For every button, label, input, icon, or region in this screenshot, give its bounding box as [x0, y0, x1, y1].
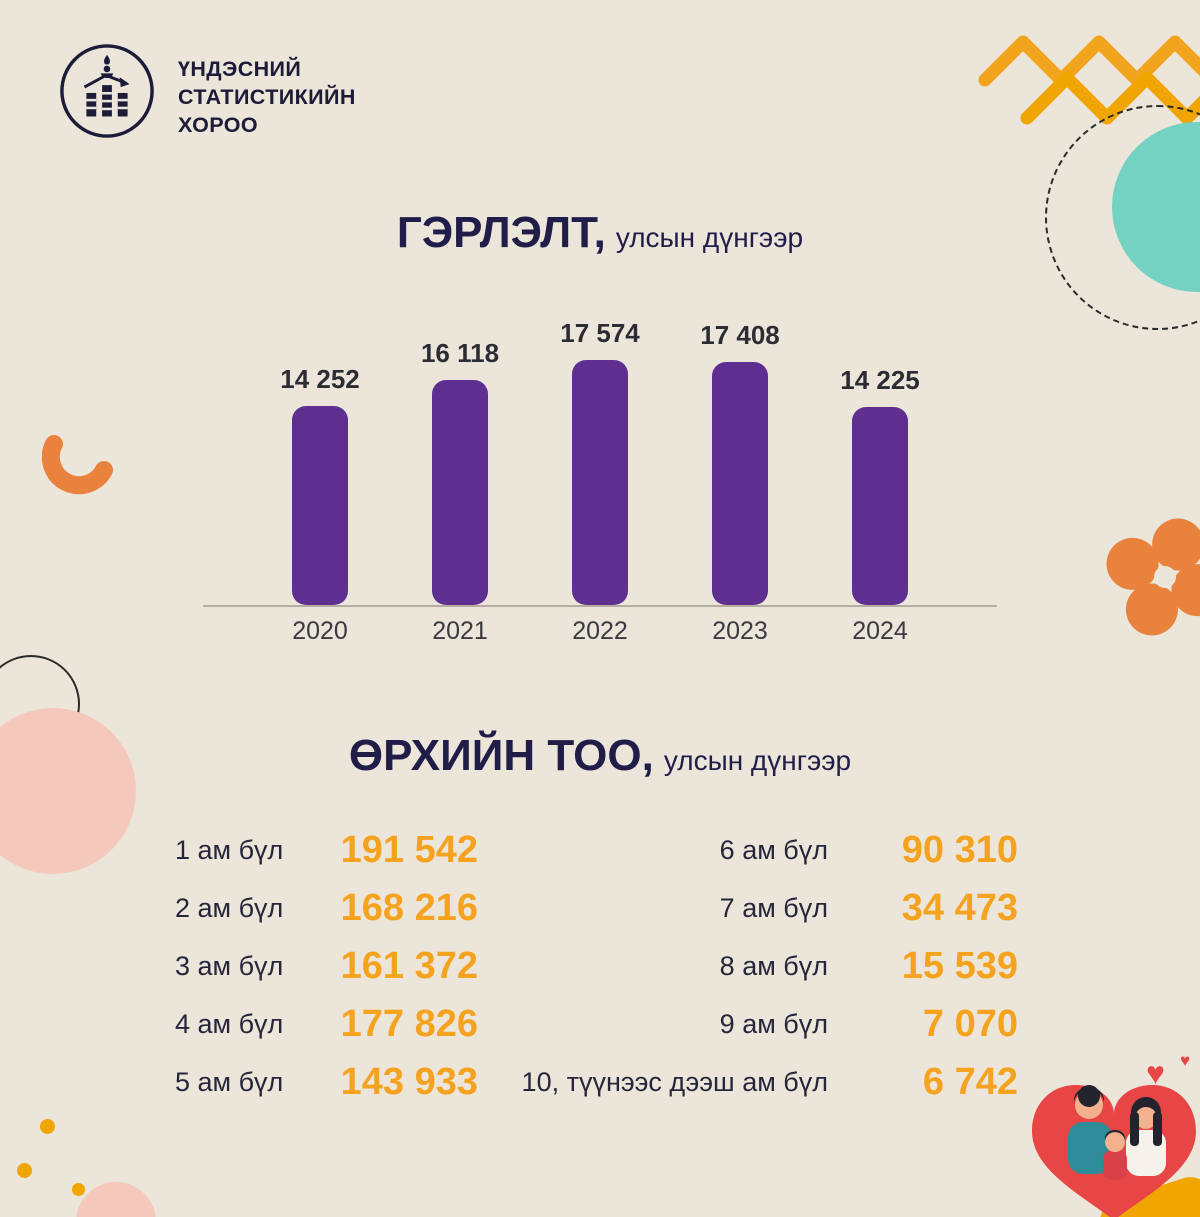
- org-name: ҮНДЭСНИЙ СТАТИСТИКИЙН ХОРОО: [178, 56, 356, 140]
- household-value: 15 539: [901, 944, 1018, 987]
- household-value: 143 933: [340, 1060, 478, 1103]
- bar: [712, 362, 768, 605]
- org-name-line2: СТАТИСТИКИЙН: [178, 84, 356, 109]
- household-label: 5 ам бүл: [175, 1066, 284, 1097]
- x-axis-label: 2021: [432, 617, 488, 645]
- household-row: 9 ам бүл 7 070: [500, 995, 1018, 1053]
- household-row: 8 ам бүл 15 539: [500, 937, 1018, 995]
- bar: [292, 406, 348, 605]
- orange-dot-shape: [40, 1119, 55, 1134]
- household-title-main: ӨРХИЙН ТОО,: [348, 731, 654, 780]
- orange-clover-shape: [1098, 510, 1200, 644]
- svg-text:♥: ♥: [1146, 1055, 1165, 1091]
- household-label: 8 ам бүл: [719, 950, 828, 981]
- household-col-left: 1 ам бүл 191 542 2 ам бүл 168 216 3 ам бүл 16…: [175, 821, 478, 1111]
- household-value: 191 542: [340, 828, 478, 871]
- x-axis-label: 2024: [852, 617, 908, 645]
- household-value: 161 372: [340, 944, 478, 987]
- bar-column-2024: 14 225: [810, 314, 950, 605]
- household-label: 1 ам бүл: [175, 834, 284, 865]
- bar-value-label: 14 252: [280, 364, 360, 394]
- household-title: ӨРХИЙН ТОО, улсын дүнгээр: [0, 731, 1200, 781]
- household-value: 34 473: [901, 886, 1018, 929]
- bar-chart-bars: 14 252 16 118 17 574 17 408 14 225: [250, 314, 950, 605]
- zigzag-lines-shape: [975, 18, 1200, 138]
- svg-text:♥: ♥: [1180, 1051, 1190, 1070]
- marriage-title: ГЭРЛЭЛТ, улсын дүнгээр: [0, 208, 1200, 258]
- household-label: 4 ам бүл: [175, 1008, 284, 1039]
- orange-pill-shape: [1093, 1170, 1200, 1217]
- household-row: 3 ам бүл 161 372: [175, 937, 478, 995]
- bar-value-label: 17 408: [700, 320, 780, 350]
- household-value: 168 216: [340, 886, 478, 929]
- household-label: 9 ам бүл: [719, 1008, 828, 1039]
- household-row: 10, түүнээс дээш ам бүл 6 742: [500, 1053, 1018, 1111]
- household-row: 2 ам бүл 168 216: [175, 879, 478, 937]
- household-value: 7 070: [922, 1002, 1018, 1045]
- nso-logo-icon: [58, 42, 156, 140]
- household-label: 6 ам бүл: [719, 834, 828, 865]
- bar-value-label: 14 225: [840, 365, 920, 395]
- household-label: 7 ам бүл: [719, 892, 828, 923]
- x-axis-label: 2023: [712, 617, 768, 645]
- household-row: 6 ам бүл 90 310: [500, 821, 1018, 879]
- org-name-line1: ҮНДЭСНИЙ: [178, 57, 302, 81]
- bar-column-2020: 14 252: [250, 314, 390, 605]
- household-value: 177 826: [340, 1002, 478, 1045]
- household-label: 3 ам бүл: [175, 950, 284, 981]
- teal-circle-shape: [1112, 122, 1200, 292]
- x-axis-label: 2022: [572, 617, 628, 645]
- orange-dot-shape: [17, 1163, 32, 1178]
- family-heart-illustration: ♥ ♥: [1018, 1050, 1200, 1217]
- household-label: 2 ам бүл: [175, 892, 284, 923]
- bar-column-2023: 17 408: [670, 314, 810, 605]
- household-value: 90 310: [901, 828, 1018, 871]
- household-value: 6 742: [922, 1060, 1018, 1103]
- household-label: 10, түүнээс дээш ам бүл: [521, 1066, 828, 1097]
- org-name-line3: ХОРОО: [178, 112, 259, 137]
- household-col-right: 6 ам бүл 90 310 7 ам бүл 34 473 8 ам бүл 15 5…: [500, 821, 1018, 1111]
- bar-value-label: 17 574: [560, 318, 640, 348]
- household-title-subtitle: улсын дүнгээр: [663, 745, 852, 776]
- bar: [432, 380, 488, 605]
- orange-crescent-shape: [41, 426, 122, 496]
- pink-circle-shape: [76, 1182, 156, 1217]
- bar-value-label: 16 118: [420, 338, 500, 368]
- household-row: 1 ам бүл 191 542: [175, 821, 478, 879]
- orange-dot-shape: [72, 1183, 85, 1196]
- x-axis-label: 2020: [292, 617, 348, 645]
- marriage-title-subtitle: улсын дүнгээр: [615, 222, 804, 253]
- household-row: 7 ам бүл 34 473: [500, 879, 1018, 937]
- bar-column-2021: 16 118: [390, 314, 530, 605]
- bar-chart-axis-line: [203, 605, 997, 607]
- bar-column-2022: 17 574: [530, 314, 670, 605]
- household-row: 5 ам бүл 143 933: [175, 1053, 478, 1111]
- household-row: 4 ам бүл 177 826: [175, 995, 478, 1053]
- bar-chart-xaxis: 2020 2021 2022 2023 2024: [250, 617, 950, 646]
- bar: [572, 360, 628, 605]
- bar: [852, 407, 908, 605]
- marriage-title-main: ГЭРЛЭЛТ,: [396, 208, 606, 257]
